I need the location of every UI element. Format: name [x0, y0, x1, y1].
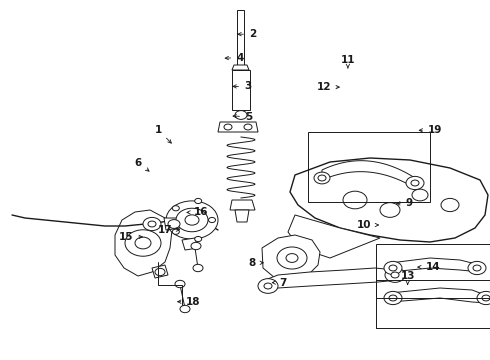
Polygon shape	[265, 268, 398, 292]
Polygon shape	[115, 210, 172, 276]
Circle shape	[148, 221, 156, 227]
Circle shape	[343, 191, 367, 209]
Circle shape	[318, 175, 326, 181]
Text: 9: 9	[397, 198, 413, 208]
Circle shape	[176, 208, 208, 232]
Circle shape	[166, 201, 218, 239]
Text: 6: 6	[135, 158, 149, 171]
Circle shape	[172, 229, 179, 234]
Bar	[376, 280, 490, 328]
Polygon shape	[237, 10, 244, 70]
Text: 7: 7	[272, 278, 287, 288]
Circle shape	[384, 261, 402, 275]
Circle shape	[473, 265, 481, 271]
Text: 2: 2	[238, 29, 256, 39]
Circle shape	[168, 220, 180, 228]
Polygon shape	[390, 258, 480, 272]
Polygon shape	[218, 122, 258, 132]
Circle shape	[411, 180, 419, 186]
Circle shape	[389, 295, 397, 301]
Text: 1: 1	[154, 125, 171, 143]
Circle shape	[385, 267, 405, 282]
Polygon shape	[235, 210, 249, 222]
Circle shape	[477, 291, 490, 305]
Circle shape	[185, 215, 199, 225]
Text: 14: 14	[418, 262, 440, 272]
Circle shape	[384, 291, 402, 305]
Circle shape	[468, 261, 486, 275]
Bar	[376, 244, 490, 298]
Text: 4: 4	[225, 53, 244, 63]
Text: 12: 12	[317, 82, 339, 92]
Polygon shape	[152, 265, 168, 278]
Circle shape	[286, 253, 298, 262]
Text: 10: 10	[357, 220, 378, 230]
Circle shape	[482, 295, 490, 301]
Circle shape	[412, 189, 428, 201]
Circle shape	[175, 280, 185, 288]
Circle shape	[235, 111, 247, 120]
Circle shape	[195, 198, 202, 203]
Circle shape	[314, 172, 330, 184]
Circle shape	[209, 217, 216, 222]
Circle shape	[277, 247, 307, 269]
Text: 3: 3	[233, 81, 251, 91]
Text: 19: 19	[419, 125, 442, 135]
Circle shape	[391, 272, 399, 278]
Circle shape	[172, 206, 179, 211]
Circle shape	[224, 124, 232, 130]
Circle shape	[195, 237, 202, 242]
Text: 17: 17	[158, 225, 179, 235]
Text: 8: 8	[248, 258, 263, 268]
Circle shape	[389, 265, 397, 271]
Polygon shape	[288, 215, 380, 258]
Circle shape	[135, 237, 151, 249]
Polygon shape	[232, 65, 249, 70]
Circle shape	[143, 217, 161, 231]
Circle shape	[180, 305, 190, 313]
Circle shape	[258, 279, 278, 293]
Polygon shape	[182, 238, 198, 250]
Polygon shape	[164, 218, 180, 230]
Circle shape	[191, 242, 201, 250]
Polygon shape	[232, 70, 250, 110]
Circle shape	[406, 176, 424, 190]
Polygon shape	[290, 158, 488, 242]
Circle shape	[244, 124, 252, 130]
Bar	[308, 132, 430, 202]
Circle shape	[125, 230, 161, 256]
Circle shape	[380, 203, 400, 217]
Text: 11: 11	[341, 55, 355, 68]
Text: 13: 13	[400, 271, 415, 284]
Polygon shape	[322, 161, 415, 188]
Circle shape	[193, 264, 203, 272]
Polygon shape	[230, 200, 255, 210]
Circle shape	[441, 198, 459, 212]
Text: 18: 18	[178, 297, 201, 307]
Polygon shape	[390, 288, 488, 303]
Polygon shape	[262, 235, 320, 280]
Circle shape	[264, 283, 272, 289]
Text: 15: 15	[119, 232, 142, 242]
Text: 5: 5	[233, 112, 252, 122]
Circle shape	[155, 268, 165, 276]
Text: 16: 16	[187, 207, 209, 217]
